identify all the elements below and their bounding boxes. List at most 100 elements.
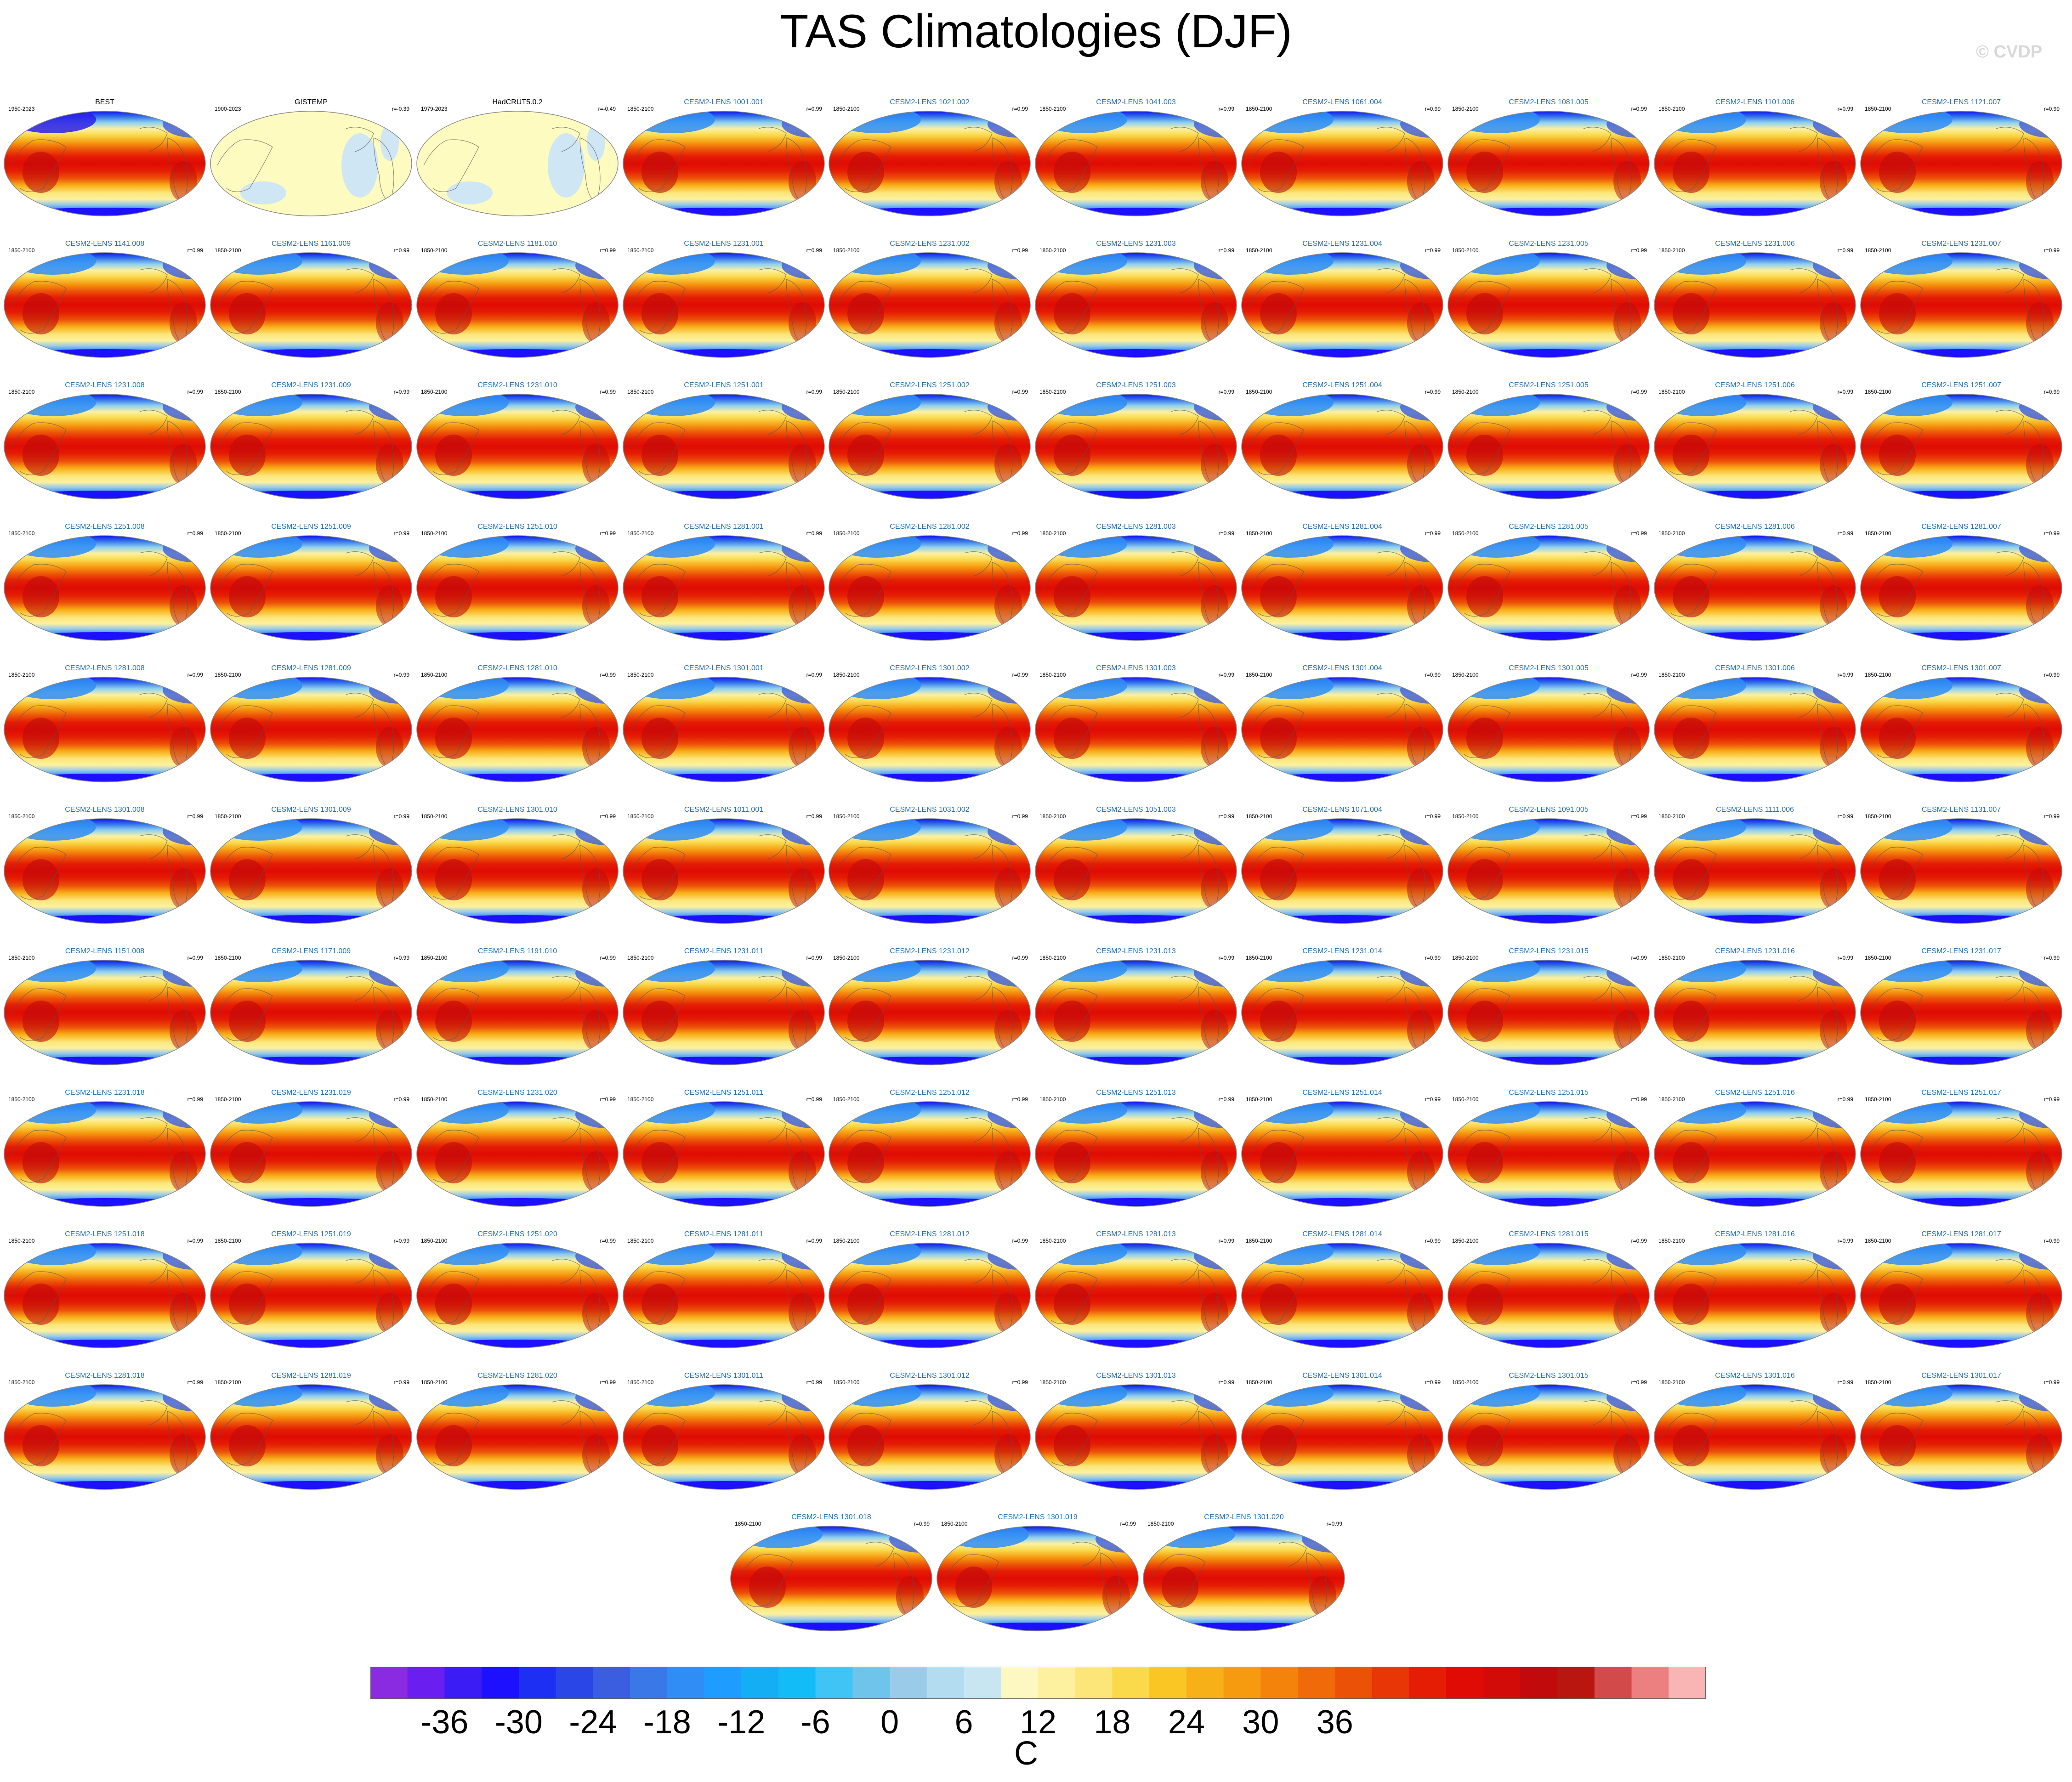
map-panel: CESM2-LENS 1251.005 1850-2100 r=0.99 [1446,379,1652,517]
panel-period: 1850-2100 [215,1096,241,1103]
panel-correlation: r=0.99 [600,530,616,537]
panel-period: 1850-2100 [833,672,860,678]
map-panel: CESM2-LENS 1011.001 1850-2100 r=0.99 [621,804,827,942]
colorbar-tick: 12 [1019,1704,1057,1741]
map-panel: CESM2-LENS 1101.006 1850-2100 r=0.99 [1652,96,1858,234]
map-panel: CESM2-LENS 1051.003 1850-2100 r=0.99 [1033,804,1239,942]
panel-correlation: r=0.99 [393,247,409,254]
panel-period: 1850-2100 [1865,955,1891,961]
panel-correlation: r=0.99 [1631,106,1647,112]
panel-period: 1850-2100 [421,955,448,961]
panel-title: CESM2-LENS 1301.004 [1302,664,1382,672]
panel-correlation: r=0.99 [2044,672,2060,678]
map-panel: CESM2-LENS 1281.015 1850-2100 r=0.99 [1446,1228,1652,1366]
panel-period: 1850-2100 [215,955,241,961]
map-panel: CESM2-LENS 1021.002 1850-2100 r=0.99 [827,96,1033,234]
colorbar-tick: -12 [717,1704,766,1741]
temperature-map [623,111,825,216]
temperature-map [210,1243,412,1348]
panel-period: 1850-2100 [215,247,241,254]
panel-title: CESM2-LENS 1121.007 [1921,98,2001,106]
panel-period: 1850-2100 [421,389,448,395]
panel-title: CESM2-LENS 1001.001 [684,98,764,106]
panel-period: 1850-2100 [627,1379,654,1386]
panel-title: CESM2-LENS 1231.010 [477,381,557,389]
map-panel: CESM2-LENS 1251.008 1850-2100 r=0.99 [2,521,208,659]
panel-period: 1950-2023 [8,106,35,112]
map-panel: CESM2-LENS 1231.002 1850-2100 r=0.99 [827,238,1033,376]
panel-title: CESM2-LENS 1281.011 [684,1230,764,1238]
map-panel: CESM2-LENS 1001.001 1850-2100 r=0.99 [621,96,827,234]
panel-title: CESM2-LENS 1231.020 [477,1089,557,1097]
colorbar-segment [444,1667,482,1699]
panel-title: CESM2-LENS 1231.009 [271,381,351,389]
panel-period: 1850-2100 [1039,106,1066,112]
temperature-map [1035,394,1237,499]
temperature-map [210,818,412,924]
temperature-map [210,111,412,216]
map-panel: CESM2-LENS 1231.009 1850-2100 r=0.99 [208,379,414,517]
panel-correlation: r=0.99 [393,672,409,678]
map-panel: CESM2-LENS 1251.013 1850-2100 r=0.99 [1033,1087,1239,1225]
temperature-map [937,1526,1139,1631]
map-panel: CESM2-LENS 1251.006 1850-2100 r=0.99 [1652,379,1858,517]
colorbar-segment [370,1667,408,1699]
temperature-map [1035,535,1237,641]
panel-title: CESM2-LENS 1281.009 [271,664,351,672]
temperature-map [623,677,825,782]
temperature-map [1241,535,1443,641]
temperature-map [1860,677,2062,782]
panel-title: CESM2-LENS 1181.010 [477,240,557,248]
panel-correlation: r=0.99 [2044,1379,2060,1386]
colorbar-tick: 30 [1242,1704,1279,1741]
panel-title: CESM2-LENS 1301.007 [1921,664,2001,672]
panel-title: CESM2-LENS 1231.018 [65,1089,145,1097]
panel-correlation: r=0.99 [806,247,822,254]
temperature-map [829,818,1031,924]
map-panel: CESM2-LENS 1301.009 1850-2100 r=0.99 [208,804,414,942]
temperature-map [1035,252,1237,358]
colorbar-unit-label: C [1014,1735,1038,1772]
colorbar-tick: 6 [954,1704,973,1741]
map-panel: CESM2-LENS 1251.004 1850-2100 r=0.99 [1239,379,1445,517]
colorbar-segment [964,1667,1001,1699]
colorbar-segment [518,1667,556,1699]
panel-title: CESM2-LENS 1281.010 [477,664,557,672]
temperature-map [4,960,206,1065]
map-panel: CESM2-LENS 1251.010 1850-2100 r=0.99 [414,521,620,659]
map-panel: CESM2-LENS 1301.020 1850-2100 r=0.99 [1141,1511,1347,1649]
panel-correlation: r=0.99 [187,813,203,820]
panel-title: CESM2-LENS 1101.006 [1715,98,1795,106]
panel-period: 1850-2100 [627,1096,654,1103]
colorbar-segment [1186,1667,1224,1699]
temperature-map [4,394,206,499]
map-panel: CESM2-LENS 1301.019 1850-2100 r=0.99 [935,1511,1141,1649]
panel-correlation: r=0.99 [1837,672,1853,678]
panel-correlation: r=0.99 [1631,1238,1647,1244]
panel-period: 1850-2100 [1865,389,1891,395]
map-panel: CESM2-LENS 1251.009 1850-2100 r=0.99 [208,521,414,659]
panel-correlation: r=0.99 [1012,247,1028,254]
panel-correlation: r=0.99 [1012,106,1028,112]
panel-title: CESM2-LENS 1251.014 [1302,1089,1382,1097]
panel-correlation: r=0.99 [393,955,409,961]
panel-period: 1850-2100 [1452,1379,1479,1386]
panel-correlation: r=0.99 [1837,106,1853,112]
temperature-map [1035,818,1237,924]
panel-period: 1850-2100 [627,106,654,112]
panel-period: 1850-2100 [215,389,241,395]
colorbar-tick: 36 [1316,1704,1353,1741]
map-panel: CESM2-LENS 1231.020 1850-2100 r=0.99 [414,1087,620,1225]
colorbar-tick: 18 [1094,1704,1131,1741]
panel-title: CESM2-LENS 1251.005 [1509,381,1589,389]
panel-period: 1850-2100 [1865,672,1891,678]
panel-period: 1850-2100 [1039,1096,1066,1103]
panel-title: CESM2-LENS 1281.014 [1302,1230,1382,1238]
colorbar-segment [1112,1667,1150,1699]
panel-period: 1850-2100 [1246,955,1272,961]
map-panel: CESM2-LENS 1281.018 1850-2100 r=0.99 [2,1370,208,1508]
panel-correlation: r=0.99 [1120,1521,1136,1527]
panel-title: CESM2-LENS 1251.001 [684,381,764,389]
panel-title: CESM2-LENS 1281.004 [1302,523,1382,531]
panel-period: 1850-2100 [1246,1379,1272,1386]
